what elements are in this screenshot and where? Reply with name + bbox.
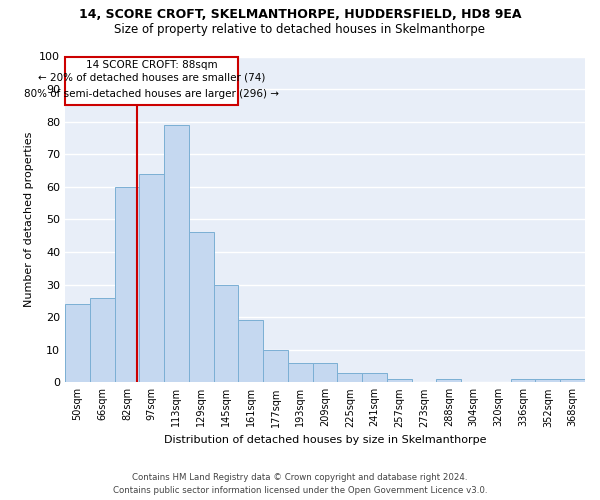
Text: Size of property relative to detached houses in Skelmanthorpe: Size of property relative to detached ho… xyxy=(115,22,485,36)
Bar xyxy=(164,125,189,382)
Text: 14, SCORE CROFT, SKELMANTHORPE, HUDDERSFIELD, HD8 9EA: 14, SCORE CROFT, SKELMANTHORPE, HUDDERSF… xyxy=(79,8,521,20)
Text: 80% of semi-detached houses are larger (296) →: 80% of semi-detached houses are larger (… xyxy=(24,89,279,99)
Bar xyxy=(535,379,560,382)
Bar xyxy=(115,187,139,382)
Bar xyxy=(387,379,412,382)
Bar xyxy=(139,174,164,382)
Bar xyxy=(313,363,337,382)
Y-axis label: Number of detached properties: Number of detached properties xyxy=(23,132,34,307)
Text: Contains HM Land Registry data © Crown copyright and database right 2024.
Contai: Contains HM Land Registry data © Crown c… xyxy=(113,474,487,495)
Text: 14 SCORE CROFT: 88sqm: 14 SCORE CROFT: 88sqm xyxy=(86,60,217,70)
Bar xyxy=(362,372,387,382)
Bar xyxy=(337,372,362,382)
Bar xyxy=(560,379,585,382)
Bar xyxy=(511,379,535,382)
Bar xyxy=(90,298,115,382)
X-axis label: Distribution of detached houses by size in Skelmanthorpe: Distribution of detached houses by size … xyxy=(164,435,486,445)
Bar xyxy=(214,284,238,382)
Bar xyxy=(238,320,263,382)
Bar xyxy=(65,304,90,382)
Bar xyxy=(189,232,214,382)
Text: ← 20% of detached houses are smaller (74): ← 20% of detached houses are smaller (74… xyxy=(38,72,265,83)
Bar xyxy=(263,350,288,382)
Bar xyxy=(288,363,313,382)
Bar xyxy=(436,379,461,382)
FancyBboxPatch shape xyxy=(65,56,238,106)
